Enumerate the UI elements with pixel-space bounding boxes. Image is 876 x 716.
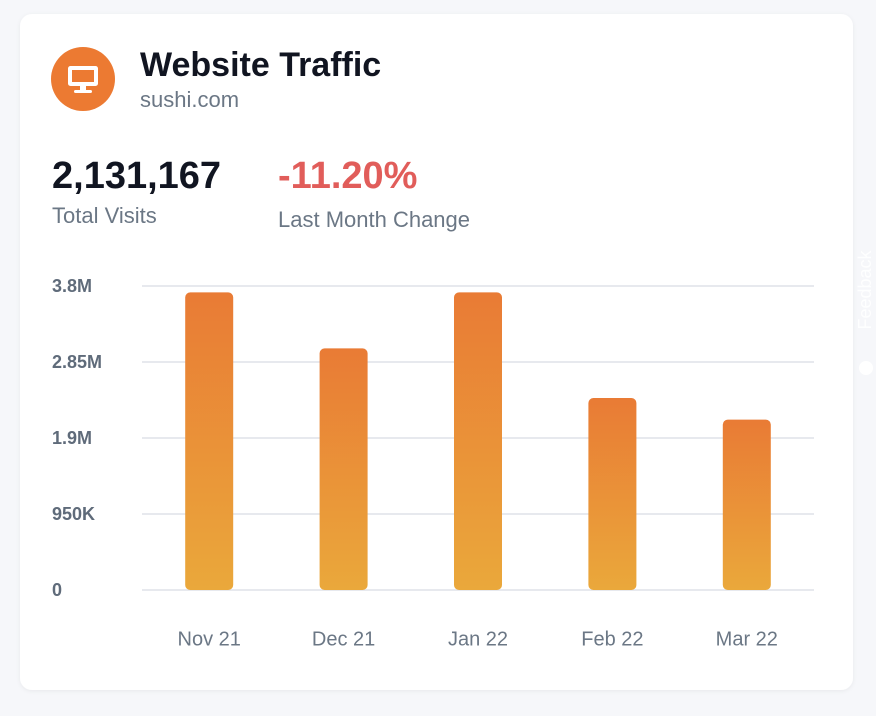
y-tick-label: 950K xyxy=(52,504,95,524)
y-tick-label: 2.85M xyxy=(52,352,102,372)
bar xyxy=(454,292,502,590)
y-tick-label: 3.8M xyxy=(52,276,92,296)
stat-label: Total Visits xyxy=(52,203,157,228)
x-tick-label: Jan 22 xyxy=(448,628,508,650)
bar xyxy=(185,292,234,590)
x-tick-label: Dec 21 xyxy=(312,628,375,650)
stat-value: -11.20% xyxy=(278,155,417,197)
y-tick-label: 0 xyxy=(52,580,62,600)
bar xyxy=(319,348,368,590)
stat-label: Last Month Change xyxy=(278,207,470,232)
domain: sushi.com xyxy=(140,87,239,112)
site-icon xyxy=(51,47,115,111)
x-tick-label: Nov 21 xyxy=(178,628,241,650)
bar xyxy=(722,419,771,590)
feedback-tab[interactable]: Feedback xyxy=(855,249,875,329)
widget-title: Website Traffic xyxy=(140,46,381,84)
x-tick-label: Feb 22 xyxy=(581,628,643,650)
y-tick-label: 1.9M xyxy=(52,428,92,448)
feedback-icon[interactable] xyxy=(859,361,873,375)
stat-value: 2,131,167 xyxy=(52,155,221,197)
x-tick-label: Mar 22 xyxy=(716,628,778,650)
bar xyxy=(588,398,637,590)
chart: 0 950K 1.9M 2.85M 3.8M Nov 21 Dec 21 Jan 22 Feb … xyxy=(52,276,814,650)
